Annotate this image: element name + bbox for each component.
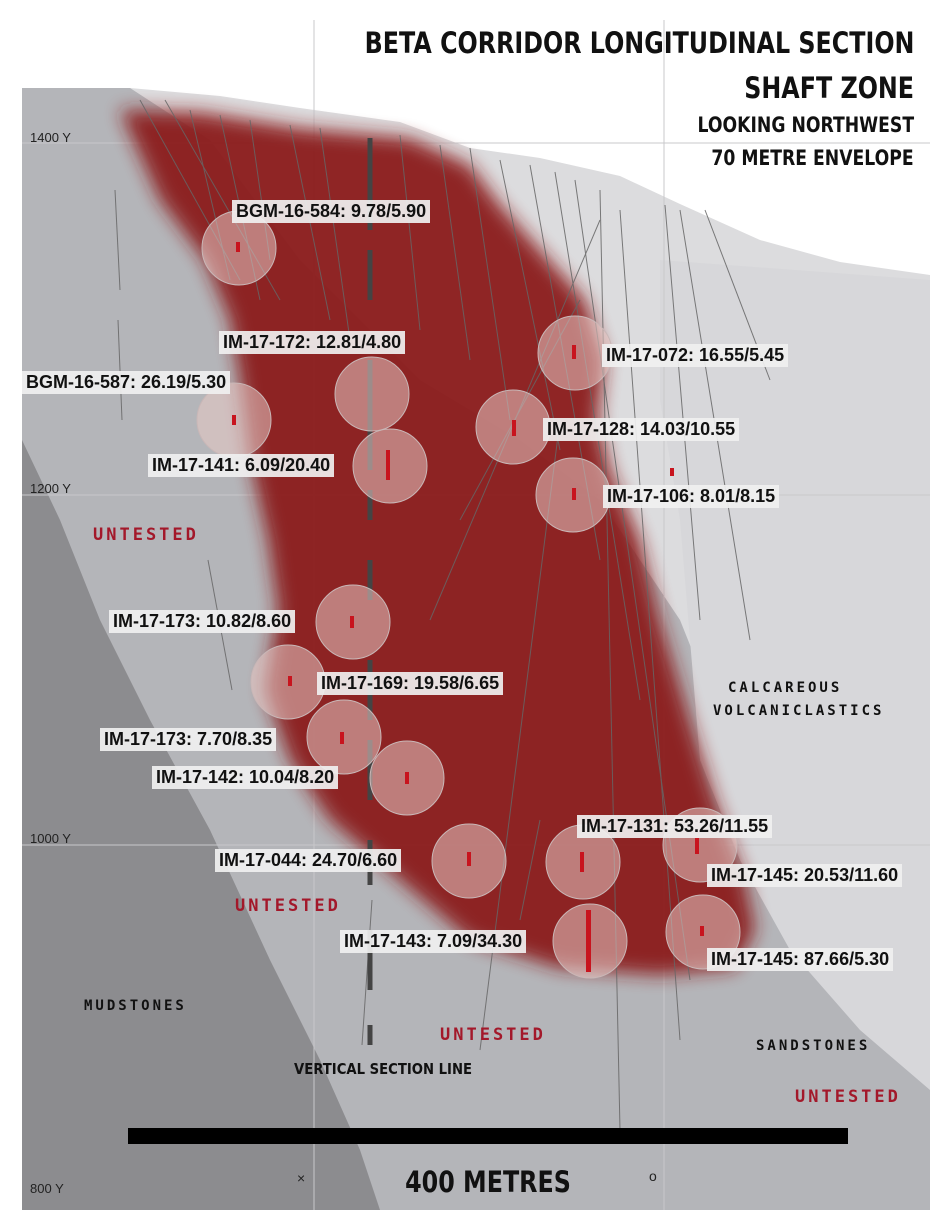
- intercept-callout: IM-17-128: 14.03/10.55: [543, 418, 740, 441]
- volcaniclastics-label: VOLCANICLASTICS: [713, 703, 885, 719]
- intercept-callout: IM-17-145: 87.66/5.30: [707, 948, 894, 971]
- elevation-label-1200: 1200 Y: [30, 481, 71, 496]
- map-subtitle-zone: SHAFT ZONE: [744, 71, 914, 105]
- section-o-mark: o: [649, 1168, 657, 1184]
- scale-bar: [128, 1128, 848, 1144]
- intercept-callout: IM-17-142: 10.04/8.20: [152, 766, 339, 789]
- intercept-callout: IM-17-141: 6.09/20.40: [148, 454, 335, 477]
- intercept-callout: IM-17-169: 19.58/6.65: [317, 672, 504, 695]
- intercept-callout: IM-17-173: 10.82/8.60: [109, 610, 296, 633]
- intercept-callout: IM-17-143: 7.09/34.30: [340, 930, 527, 953]
- untested-label: UNTESTED: [93, 525, 199, 545]
- intercept-callout: IM-17-072: 16.55/5.45: [602, 344, 789, 367]
- map-title: BETA CORRIDOR LONGITUDINAL SECTION: [364, 26, 914, 60]
- vertical-section-line-label: VERTICAL SECTION LINE: [294, 1060, 473, 1078]
- mudstones-unit: [22, 440, 380, 1210]
- intercept-bars: [232, 242, 704, 972]
- intercept-callout: IM-17-044: 24.70/6.60: [215, 849, 402, 872]
- mudstones-label: MUDSTONES: [84, 998, 187, 1014]
- intercept-callout: BGM-16-587: 26.19/5.30: [22, 371, 231, 394]
- intercept-callout: IM-17-173: 7.70/8.35: [100, 728, 277, 751]
- untested-label: UNTESTED: [235, 896, 341, 916]
- intercept-callout: IM-17-131: 53.26/11.55: [577, 815, 773, 838]
- intercept-callout: IM-17-172: 12.81/4.80: [219, 331, 406, 354]
- sandstones-label: SANDSTONES: [756, 1038, 871, 1054]
- calcareous-label: CALCAREOUS: [728, 680, 843, 696]
- map-envelope-note: 70 METRE ENVELOPE: [711, 146, 914, 170]
- scale-bar-label: 400 METRES: [405, 1165, 571, 1199]
- elevation-label-1000: 1000 Y: [30, 831, 71, 846]
- untested-label: UNTESTED: [440, 1025, 546, 1045]
- mineralized-envelope: [120, 110, 755, 975]
- elevation-label-800: 800 Y: [30, 1181, 64, 1196]
- section-x-mark: ×: [297, 1170, 306, 1186]
- map-view-direction: LOOKING NORTHWEST: [697, 113, 914, 137]
- intercept-callout: IM-17-106: 8.01/8.15: [603, 485, 780, 508]
- intercept-callout: IM-17-145: 20.53/11.60: [707, 864, 903, 887]
- untested-label: UNTESTED: [795, 1087, 901, 1107]
- intercept-callout: BGM-16-584: 9.78/5.90: [232, 200, 431, 223]
- elevation-label-1400: 1400 Y: [30, 130, 71, 145]
